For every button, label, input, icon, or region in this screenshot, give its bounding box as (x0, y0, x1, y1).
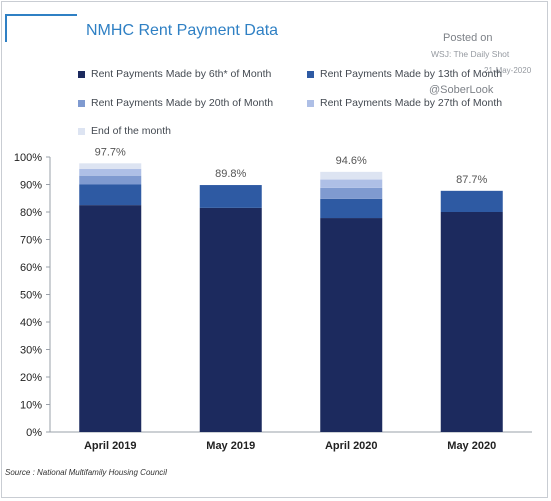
bar-segment (440, 212, 503, 432)
title-accent-rule-vertical (5, 14, 7, 42)
y-tick-label: 100% (14, 152, 42, 164)
legend-swatch (78, 70, 85, 78)
y-tick-label: 40% (20, 317, 42, 329)
bar-segment (79, 184, 142, 206)
bar-segment (199, 185, 262, 208)
bar-total-label: 87.7% (456, 174, 487, 186)
bar-total-label: 97.7% (95, 146, 126, 158)
legend-swatch (78, 127, 85, 135)
bar-segment (320, 179, 383, 188)
bar-segment (320, 171, 383, 180)
bar-segment (440, 190, 503, 212)
y-tick-label: 20% (20, 372, 42, 384)
legend-swatch (307, 70, 314, 78)
x-tick-label: April 2020 (325, 440, 378, 452)
legend-item: End of the month (78, 125, 171, 137)
source-note: Source : National Multifamily Housing Co… (5, 468, 167, 477)
bar-segment (320, 198, 383, 219)
bar-segment (199, 207, 262, 432)
x-tick-label: May 2020 (447, 440, 496, 452)
legend-label: Rent Payments Made by 27th of Month (320, 97, 503, 109)
bar-segment (320, 187, 383, 199)
legend-item: Rent Payments Made by 6th* of Month (78, 68, 271, 80)
watermark-source: WSJ: The Daily Shot (431, 49, 510, 59)
bar-segment (79, 205, 142, 432)
legend-label: Rent Payments Made by 13th of Month (320, 68, 503, 80)
bar-segment (79, 168, 142, 176)
title-accent-rule (5, 14, 77, 16)
watermark-posted-on: Posted on (443, 32, 493, 44)
chart-title: NMHC Rent Payment Data (86, 22, 279, 39)
y-tick-label: 90% (20, 180, 42, 192)
bar-total-label: 89.8% (215, 168, 246, 180)
legend-swatch (78, 99, 85, 107)
y-tick-label: 0% (26, 427, 42, 439)
y-tick-label: 30% (20, 345, 42, 357)
y-tick-label: 60% (20, 262, 42, 274)
watermark-handle: @SoberLook (429, 84, 494, 96)
bar-segment (79, 175, 142, 185)
y-tick-label: 80% (20, 207, 42, 219)
watermark-date: 21-May-2020 (484, 66, 532, 75)
legend-swatch (307, 99, 314, 107)
x-tick-label: April 2019 (84, 440, 137, 452)
legend-item: Rent Payments Made by 20th of Month (78, 97, 273, 109)
y-tick-label: 50% (20, 290, 42, 302)
legend-label: End of the month (91, 125, 171, 137)
bar-segment (79, 163, 142, 169)
legend-label: Rent Payments Made by 20th of Month (91, 97, 274, 109)
x-tick-label: May 2019 (206, 440, 255, 452)
y-tick-label: 10% (20, 400, 42, 412)
legend-item: Rent Payments Made by 13th of Month (307, 68, 502, 80)
bar-segment (320, 218, 383, 432)
y-tick-label: 70% (20, 235, 42, 247)
bar-total-label: 94.6% (336, 155, 367, 167)
legend-item: Rent Payments Made by 27th of Month (307, 97, 502, 109)
legend-label: Rent Payments Made by 6th* of Month (91, 68, 272, 80)
